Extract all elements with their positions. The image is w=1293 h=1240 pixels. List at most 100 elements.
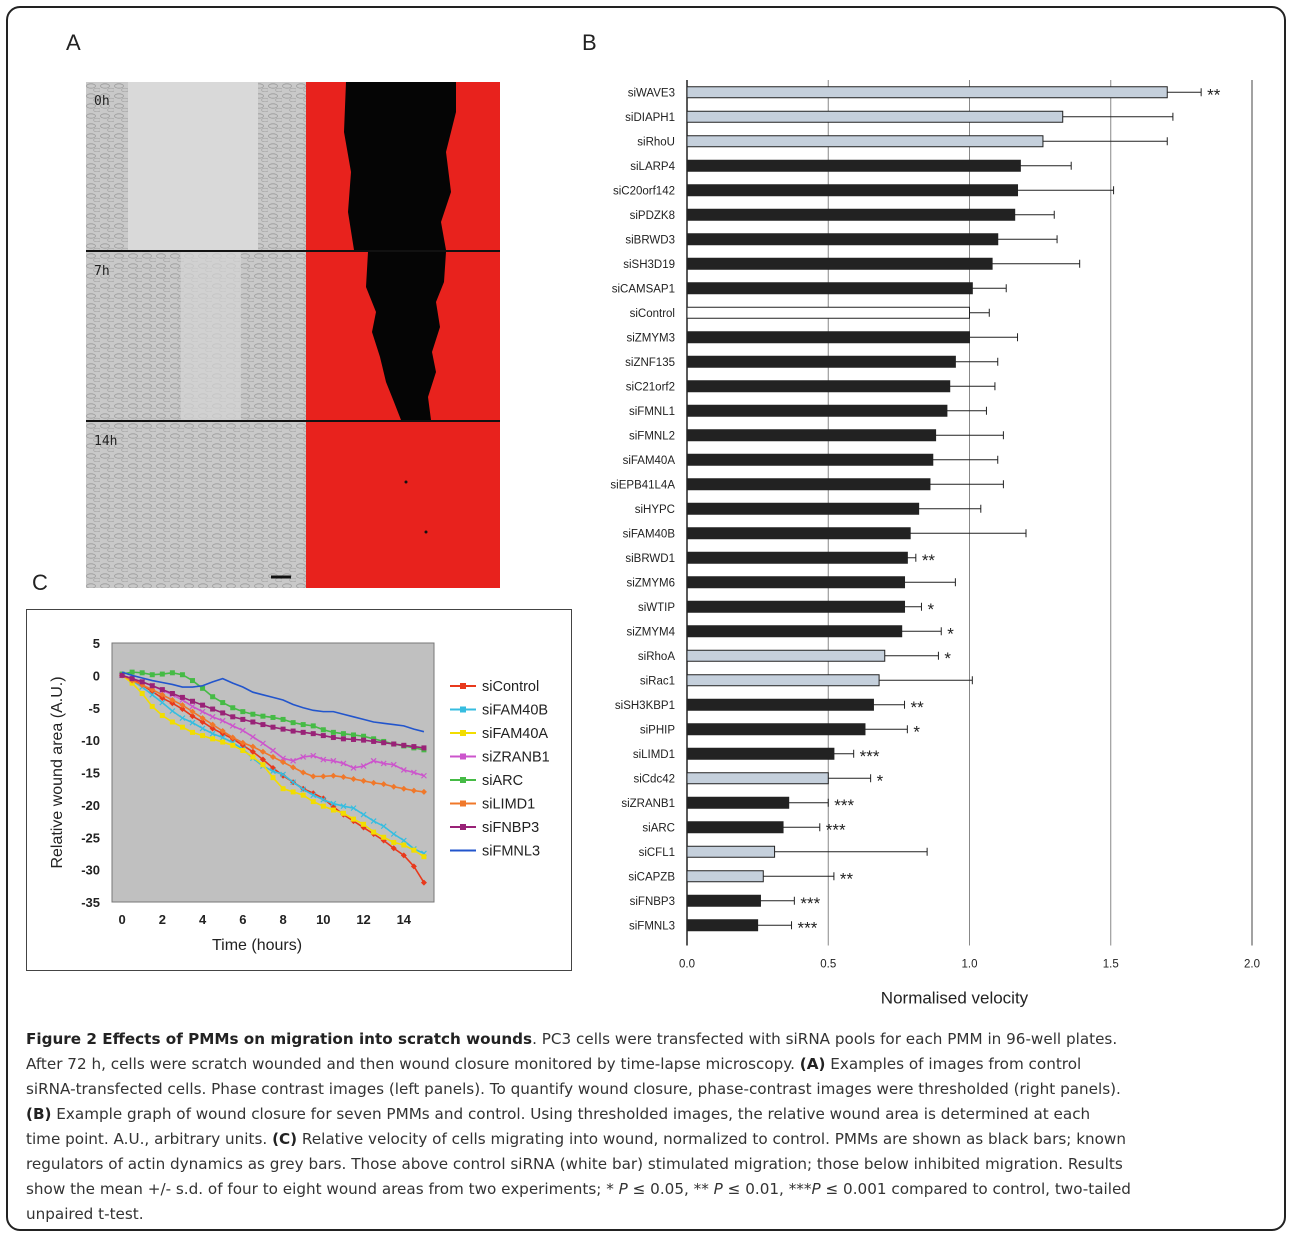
data-point <box>250 719 256 725</box>
data-point <box>220 700 226 706</box>
bar-siSH3KBP1 <box>686 698 874 711</box>
significance-marker: *** <box>800 894 820 913</box>
data-point <box>270 724 276 730</box>
data-point <box>390 831 397 837</box>
data-point <box>169 691 175 697</box>
x-tick-label: 8 <box>279 912 286 927</box>
significance-marker: * <box>913 722 920 741</box>
bar-siRhoA <box>686 649 886 662</box>
data-point <box>270 764 276 771</box>
caption-label-a: (A) <box>799 1055 826 1073</box>
data-point <box>189 713 196 720</box>
x-axis-title: Time (hours) <box>212 937 302 954</box>
data-point <box>340 803 347 810</box>
data-point <box>421 772 427 779</box>
category-label: siFAM40B <box>623 528 676 540</box>
timepoint-label-7h: 7h <box>94 264 110 279</box>
x-tick-label: 1.5 <box>1103 959 1119 971</box>
thresholded-images <box>306 82 500 588</box>
caption-line-6a: time point. A.U., arbitrary units. <box>26 1130 268 1148</box>
data-point <box>381 740 387 746</box>
data-point <box>280 755 286 762</box>
data-point <box>410 769 417 776</box>
caption-line-8c: ≤ 0.01, *** <box>727 1180 812 1198</box>
data-point <box>169 719 175 725</box>
x-tick-label: 0.0 <box>679 959 695 971</box>
category-label: siLARP4 <box>630 161 675 173</box>
data-point <box>159 671 165 677</box>
data-point <box>351 816 356 822</box>
bar-siRac1 <box>686 674 880 687</box>
bar-siFNBP3 <box>686 894 761 907</box>
caption-line-5: Example graph of wound closure for seven… <box>56 1105 1091 1123</box>
legend-label: siFAM40A <box>482 726 548 742</box>
data-point <box>320 733 326 739</box>
bar-siCFL1 <box>686 845 776 858</box>
data-point <box>129 676 135 682</box>
data-point <box>300 722 306 728</box>
data-point <box>350 765 357 771</box>
data-point <box>209 713 216 720</box>
data-point <box>200 733 206 739</box>
data-point <box>270 768 276 775</box>
data-point <box>220 739 226 745</box>
data-point <box>351 736 356 742</box>
data-point <box>370 818 377 824</box>
data-point <box>340 810 346 816</box>
category-label: siRac1 <box>640 675 675 687</box>
data-point <box>240 709 246 715</box>
data-point <box>380 823 387 830</box>
bar-siLARP4 <box>686 159 1021 172</box>
data-point <box>240 747 246 753</box>
data-point <box>190 698 195 704</box>
bar-siFAM40B <box>686 527 911 540</box>
image-0h-wound <box>128 82 258 250</box>
y-tick-label: 0 <box>93 668 100 683</box>
series-siFNBP3 <box>119 672 427 751</box>
data-point <box>361 737 367 743</box>
category-label: siFAM40A <box>623 455 676 467</box>
bar-siFMNL2 <box>686 429 937 442</box>
bar-siFMNL1 <box>686 404 948 417</box>
data-point <box>420 788 427 795</box>
data-point <box>401 742 407 748</box>
bar-siZMYM4 <box>686 625 903 638</box>
data-point <box>249 748 256 755</box>
data-point <box>360 763 367 769</box>
data-point <box>179 694 185 700</box>
image-7h-wound <box>181 252 241 420</box>
data-point <box>239 727 246 734</box>
data-point <box>290 764 297 771</box>
category-label: siRhoU <box>637 136 675 148</box>
category-label: siFNBP3 <box>630 896 675 908</box>
data-point <box>179 706 186 713</box>
data-point <box>330 735 336 741</box>
wound-mask-7h <box>366 252 446 420</box>
data-point <box>259 756 266 763</box>
category-label: siZMYM6 <box>626 577 675 589</box>
data-point <box>400 766 407 773</box>
legend-label: siFMNL3 <box>482 844 540 860</box>
data-point <box>300 754 307 760</box>
caption-line-9: unpaired t-test. <box>26 1205 144 1223</box>
panel-label-c: C <box>32 570 48 595</box>
bar-siCAMSAP1 <box>686 282 973 295</box>
wound-mask-0h <box>344 82 456 250</box>
category-label: siWTIP <box>638 602 675 614</box>
image-14h-cells <box>86 422 306 588</box>
bar-siWTIP <box>686 600 906 613</box>
data-point <box>219 734 226 741</box>
bar-siC21orf2 <box>686 380 951 393</box>
data-point <box>400 785 407 792</box>
bar-siControl <box>686 306 970 319</box>
data-point <box>350 775 357 782</box>
data-point <box>300 786 307 793</box>
data-point <box>350 805 357 812</box>
y-tick-label: -15 <box>81 766 100 781</box>
y-tick-label: -10 <box>81 733 100 748</box>
category-label: siSH3KBP1 <box>615 700 675 712</box>
data-point <box>411 847 417 853</box>
data-point <box>370 757 377 764</box>
x-tick-label: 0 <box>118 912 125 927</box>
caption-line-8b: ≤ 0.05, ** <box>632 1180 709 1198</box>
